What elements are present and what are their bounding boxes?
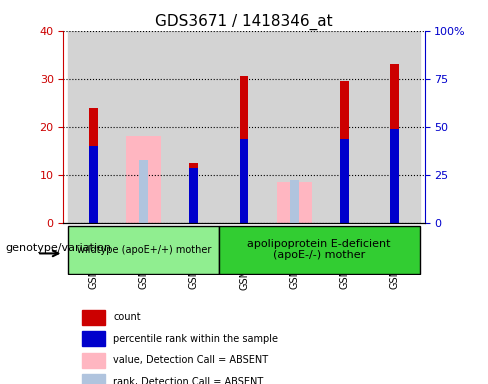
Bar (290, 180, 299, 223)
Bar (219, 31, 269, 223)
Bar (82, 310, 105, 325)
Bar (126, 136, 161, 223)
Bar (89, 108, 98, 223)
Bar (139, 161, 148, 223)
Bar (82, 331, 105, 346)
Bar (89, 146, 98, 223)
Bar (319, 31, 369, 223)
Text: percentile rank within the sample: percentile rank within the sample (113, 334, 278, 344)
Bar (68, 31, 119, 223)
FancyBboxPatch shape (68, 226, 219, 273)
Bar (269, 31, 319, 223)
Text: wildtype (apoE+/+) mother: wildtype (apoE+/+) mother (77, 245, 211, 255)
Bar (390, 64, 399, 223)
Bar (169, 31, 219, 223)
Text: genotype/variation: genotype/variation (5, 243, 111, 253)
Bar (390, 129, 399, 223)
Text: rank, Detection Call = ABSENT: rank, Detection Call = ABSENT (113, 377, 264, 384)
Bar (240, 76, 248, 223)
FancyBboxPatch shape (219, 226, 420, 273)
Bar (189, 163, 198, 223)
Bar (82, 353, 105, 368)
Text: value, Detection Call = ABSENT: value, Detection Call = ABSENT (113, 355, 268, 365)
Bar (340, 81, 349, 223)
Bar (189, 167, 198, 223)
Text: GDS3671 / 1418346_at: GDS3671 / 1418346_at (155, 13, 333, 30)
Bar (82, 374, 105, 384)
Bar (240, 139, 248, 223)
Bar (119, 31, 169, 223)
Bar (277, 182, 312, 223)
Bar (369, 31, 420, 223)
Text: apolipoprotein E-deficient
(apoE-/-) mother: apolipoprotein E-deficient (apoE-/-) mot… (247, 239, 391, 260)
Bar (340, 139, 349, 223)
Text: count: count (113, 312, 141, 322)
